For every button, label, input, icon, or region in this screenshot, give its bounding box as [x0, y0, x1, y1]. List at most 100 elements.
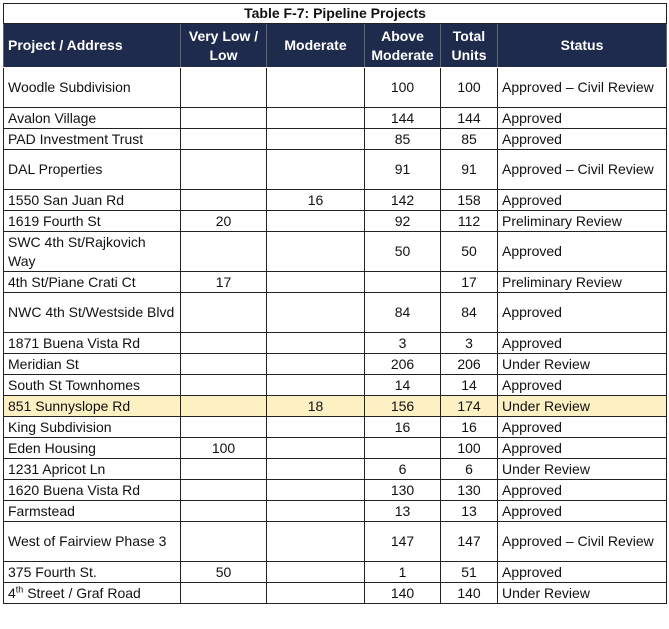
- total-units-cell: 130: [440, 479, 498, 501]
- very-low-low-cell: [180, 374, 267, 396]
- above-moderate-cell: 140: [364, 582, 441, 604]
- status-cell: Approved: [496, 128, 668, 150]
- moderate-cell: [266, 561, 365, 583]
- above-moderate-cell: 142: [364, 189, 441, 211]
- status-cell: Preliminary Review: [496, 271, 668, 293]
- very-low-low-cell: [180, 416, 267, 438]
- total-units-cell: 85: [440, 128, 498, 150]
- above-moderate-cell: 147: [364, 521, 441, 562]
- column-header-above-moderate: Above Moderate: [364, 23, 441, 68]
- moderate-cell: [266, 416, 365, 438]
- project-cell: 1619 Fourth St: [3, 210, 181, 232]
- moderate-cell: [266, 271, 365, 293]
- status-cell: Approved – Civil Review: [496, 521, 668, 562]
- status-cell: Approved: [496, 561, 668, 583]
- moderate-cell: [266, 292, 365, 333]
- ordinal-superscript: th: [15, 583, 24, 594]
- moderate-cell: [266, 67, 365, 108]
- total-units-cell: 112: [440, 210, 498, 232]
- status-cell: Approved: [496, 500, 668, 522]
- table-row: 1550 San Juan Rd 16 142 158 Approved: [3, 189, 668, 211]
- total-units-cell: 16: [440, 416, 498, 438]
- very-low-low-cell: 100: [180, 437, 267, 459]
- moderate-cell: [266, 458, 365, 480]
- total-units-cell: 14: [440, 374, 498, 396]
- project-cell: 375 Fourth St.: [3, 561, 181, 583]
- status-cell: Under Review: [496, 395, 668, 417]
- table-row: Woodle Subdivision 100 100 Approved – Civil…: [3, 67, 668, 108]
- total-units-cell: 13: [440, 500, 498, 522]
- above-moderate-cell: 50: [364, 231, 441, 272]
- status-cell: Approved: [496, 479, 668, 501]
- very-low-low-cell: 20: [180, 210, 267, 232]
- table-body: Woodle Subdivision 100 100 Approved – Civil…: [3, 67, 668, 604]
- above-moderate-cell: 6: [364, 458, 441, 480]
- status-cell: Approved: [496, 189, 668, 211]
- status-cell: Approved – Civil Review: [496, 149, 668, 190]
- above-moderate-cell: 1: [364, 561, 441, 583]
- status-cell: Approved: [496, 374, 668, 396]
- status-cell: Approved: [496, 231, 668, 272]
- column-header-status: Status: [496, 23, 668, 68]
- project-cell: SWC 4th St/Rajkovich Way: [3, 231, 181, 272]
- total-units-cell: 6: [440, 458, 498, 480]
- above-moderate-cell: 16: [364, 416, 441, 438]
- total-units-cell: 100: [440, 67, 498, 108]
- status-cell: Preliminary Review: [496, 210, 668, 232]
- project-cell: Avalon Village: [3, 107, 181, 129]
- status-cell: Approved: [496, 107, 668, 129]
- table-row: 851 Sunnyslope Rd 18 156 174 Under Review: [3, 395, 668, 417]
- project-cell: Eden Housing: [3, 437, 181, 459]
- table-row: SWC 4th St/Rajkovich Way 50 50 Approved: [3, 231, 668, 272]
- moderate-cell: [266, 231, 365, 272]
- very-low-low-cell: [180, 353, 267, 375]
- moderate-cell: [266, 479, 365, 501]
- project-cell: Woodle Subdivision: [3, 67, 181, 108]
- project-name-part: 4: [8, 584, 16, 601]
- moderate-cell: [266, 332, 365, 354]
- total-units-cell: 17: [440, 271, 498, 293]
- very-low-low-cell: [180, 500, 267, 522]
- total-units-cell: 91: [440, 149, 498, 190]
- pipeline-projects-table: Table F-7: Pipeline Projects Project / A…: [2, 3, 668, 604]
- project-name-part: Street / Graf Road: [23, 584, 141, 601]
- above-moderate-cell: 3: [364, 332, 441, 354]
- table-row: 1620 Buena Vista Rd 130 130 Approved: [3, 479, 668, 501]
- project-cell: 4th Street / Graf Road: [3, 582, 181, 604]
- table-row: PAD Investment Trust 85 85 Approved: [3, 128, 668, 150]
- table-row: 4th St/Piane Crati Ct 17 17 Preliminary Rev…: [3, 271, 668, 293]
- above-moderate-cell: 130: [364, 479, 441, 501]
- total-units-cell: 158: [440, 189, 498, 211]
- above-moderate-cell: 156: [364, 395, 441, 417]
- table-row: King Subdivision 16 16 Approved: [3, 416, 668, 438]
- very-low-low-cell: [180, 521, 267, 562]
- very-low-low-cell: 17: [180, 271, 267, 293]
- above-moderate-cell: 85: [364, 128, 441, 150]
- table-row: NWC 4th St/Westside Blvd 84 84 Approved: [3, 292, 668, 333]
- total-units-cell: 147: [440, 521, 498, 562]
- very-low-low-cell: [180, 292, 267, 333]
- status-cell: Under Review: [496, 353, 668, 375]
- very-low-low-cell: [180, 332, 267, 354]
- very-low-low-cell: [180, 149, 267, 190]
- moderate-cell: 18: [266, 395, 365, 417]
- table-row: 1871 Buena Vista Rd 3 3 Approved: [3, 332, 668, 354]
- status-cell: Approved: [496, 416, 668, 438]
- above-moderate-cell: 206: [364, 353, 441, 375]
- status-cell: Approved: [496, 292, 668, 333]
- moderate-cell: [266, 582, 365, 604]
- project-cell: DAL Properties: [3, 149, 181, 190]
- very-low-low-cell: [180, 128, 267, 150]
- table-row: 1619 Fourth St 20 92 112 Preliminary Review: [3, 210, 668, 232]
- very-low-low-cell: [180, 582, 267, 604]
- very-low-low-cell: [180, 479, 267, 501]
- very-low-low-cell: [180, 458, 267, 480]
- very-low-low-cell: 50: [180, 561, 267, 583]
- table-row: 375 Fourth St. 50 1 51 Approved: [3, 561, 668, 583]
- table-row: Meridian St 206 206 Under Review: [3, 353, 668, 375]
- project-cell: West of Fairview Phase 3: [3, 521, 181, 562]
- project-cell: PAD Investment Trust: [3, 128, 181, 150]
- project-cell: 1620 Buena Vista Rd: [3, 479, 181, 501]
- column-header-moderate: Moderate: [266, 23, 365, 68]
- moderate-cell: [266, 374, 365, 396]
